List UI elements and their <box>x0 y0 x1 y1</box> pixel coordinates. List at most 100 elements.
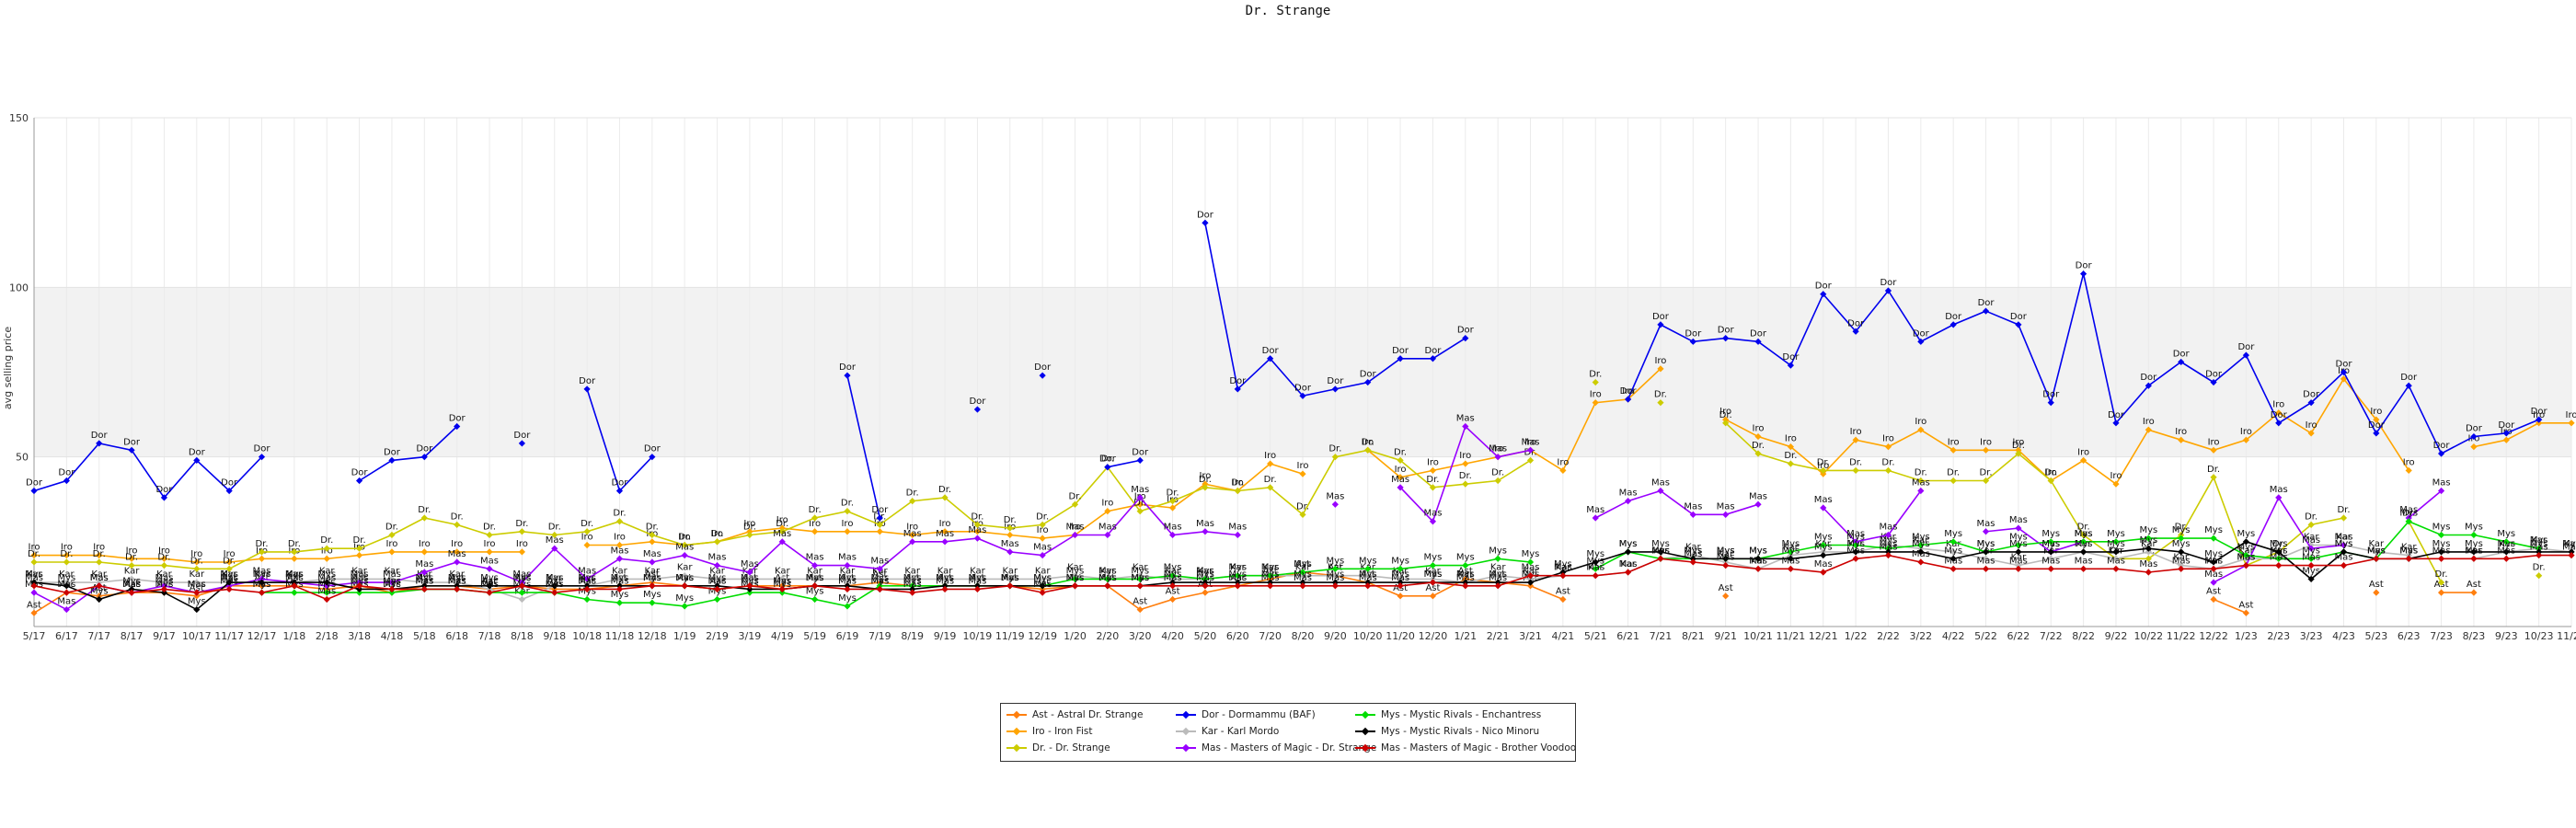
data-point <box>1136 456 1144 464</box>
data-label: Mas <box>1359 573 1377 583</box>
x-tick-label: 5/23 <box>2364 630 2387 642</box>
data-point <box>291 555 298 562</box>
data-label: Dor <box>1815 282 1833 292</box>
x-tick-label: 7/21 <box>1650 630 1673 642</box>
data-label: Dr. <box>2435 569 2448 580</box>
data-point <box>2275 555 2283 562</box>
data-point <box>2470 548 2478 556</box>
data-label: Iro <box>1785 434 1797 444</box>
data-point <box>1429 575 1437 582</box>
x-tick-label: 11/23 <box>2557 630 2576 642</box>
data-point <box>388 548 396 556</box>
data-point <box>2405 551 2412 559</box>
data-label: Dr. <box>157 553 170 563</box>
data-label: Dr. <box>646 522 659 532</box>
data-label: Mas <box>155 573 173 583</box>
data-label: Mys <box>188 597 206 607</box>
data-label: Ast <box>1458 566 1473 576</box>
data-label: Ast <box>872 569 887 580</box>
data-label: Kar <box>645 566 661 576</box>
data-label: Mas <box>1261 573 1280 583</box>
data-point <box>1136 575 1144 582</box>
data-label: Mys <box>2367 546 2386 556</box>
data-label: Dor <box>2076 261 2093 271</box>
data-label: Mas <box>936 529 954 539</box>
data-label: Dr. <box>2337 505 2350 515</box>
data-label: Mys <box>1977 539 1995 549</box>
data-point <box>746 528 753 535</box>
data-point <box>1202 579 1209 586</box>
data-label: Iro <box>614 533 626 543</box>
series-layer: Ast Ast Ast Ast Ast Ast Ast Ast Ast Ast Ast Ast Ast A… <box>25 210 2576 616</box>
data-point <box>388 575 396 582</box>
data-label: Mas <box>2107 556 2125 566</box>
data-label: Mys <box>1944 546 1962 556</box>
data-point <box>1462 460 1469 467</box>
data-label: Mas <box>2399 546 2418 556</box>
data-label: Dor <box>1099 454 1117 465</box>
data-point <box>1884 545 1892 552</box>
data-label: Mys <box>2237 543 2256 553</box>
data-label: Kar <box>1718 549 1734 559</box>
data-label: Mys <box>1326 569 1344 580</box>
data-label: Mys <box>513 573 532 583</box>
data-label: Iro <box>126 546 138 556</box>
data-point <box>2210 446 2217 454</box>
data-label: Dor <box>2531 407 2548 417</box>
data-label: Mas <box>2432 546 2451 556</box>
data-label: Kar <box>385 566 401 576</box>
data-label: Ast <box>2238 600 2253 610</box>
data-point <box>355 551 363 559</box>
data-point <box>518 579 525 586</box>
data-point <box>193 579 201 586</box>
data-label: Kar <box>2401 543 2418 553</box>
data-label: Mas <box>675 573 694 583</box>
data-point <box>1884 531 1892 539</box>
data-label: Mas <box>870 576 889 586</box>
data-label: Dor <box>221 478 238 489</box>
data-point <box>811 562 819 569</box>
line-chart: 5/17 6/17 7/17 8/17 9/17 10/17 11/17 12/17 1/18 2… <box>2 112 2576 642</box>
data-label: Dor <box>1750 328 1767 339</box>
data-label: Mys <box>2335 539 2353 549</box>
data-point <box>1136 494 1144 501</box>
data-point <box>160 579 168 586</box>
data-label: Mys <box>1880 535 1898 546</box>
data-label: Mys <box>1749 546 1767 556</box>
data-point <box>2047 477 2054 485</box>
data-point <box>1397 565 1404 572</box>
data-label: Mas <box>2009 515 2028 525</box>
data-point <box>973 575 982 582</box>
data-label: Mys <box>1196 569 1214 580</box>
data-label: Mas <box>578 576 596 586</box>
data-label: Iro <box>1199 471 1211 481</box>
data-point <box>2242 436 2250 443</box>
data-label: Mys <box>578 573 596 583</box>
data-point <box>1364 378 1372 386</box>
data-label: Iro <box>1395 465 1407 475</box>
data-point <box>844 603 851 610</box>
data-label: Mys <box>2530 535 2548 546</box>
data-point <box>1820 291 1827 298</box>
data-label: Mas <box>1651 478 1670 489</box>
data-label: Mas <box>578 566 596 576</box>
data-point <box>1852 436 1859 443</box>
data-point <box>1917 477 1925 485</box>
data-point <box>96 579 103 586</box>
data-label: Iro <box>841 519 853 529</box>
data-point <box>2340 548 2348 556</box>
legend-item: Mas - Masters of Magic - Brother Voodoo <box>1355 742 1576 753</box>
y-axis-label: avg selling price <box>2 327 14 409</box>
data-point <box>1917 426 1925 433</box>
data-point <box>1168 572 1177 580</box>
data-point <box>876 528 883 535</box>
data-point <box>681 603 688 610</box>
x-tick-label: 7/22 <box>2040 630 2063 642</box>
data-label: Ast <box>1719 583 1733 593</box>
data-label: Dr. <box>483 522 496 532</box>
data-label: Dor <box>2336 360 2353 370</box>
x-tick-label: 8/22 <box>2072 630 2095 642</box>
data-label: Dr. <box>1394 447 1407 457</box>
data-point <box>1949 446 1957 454</box>
